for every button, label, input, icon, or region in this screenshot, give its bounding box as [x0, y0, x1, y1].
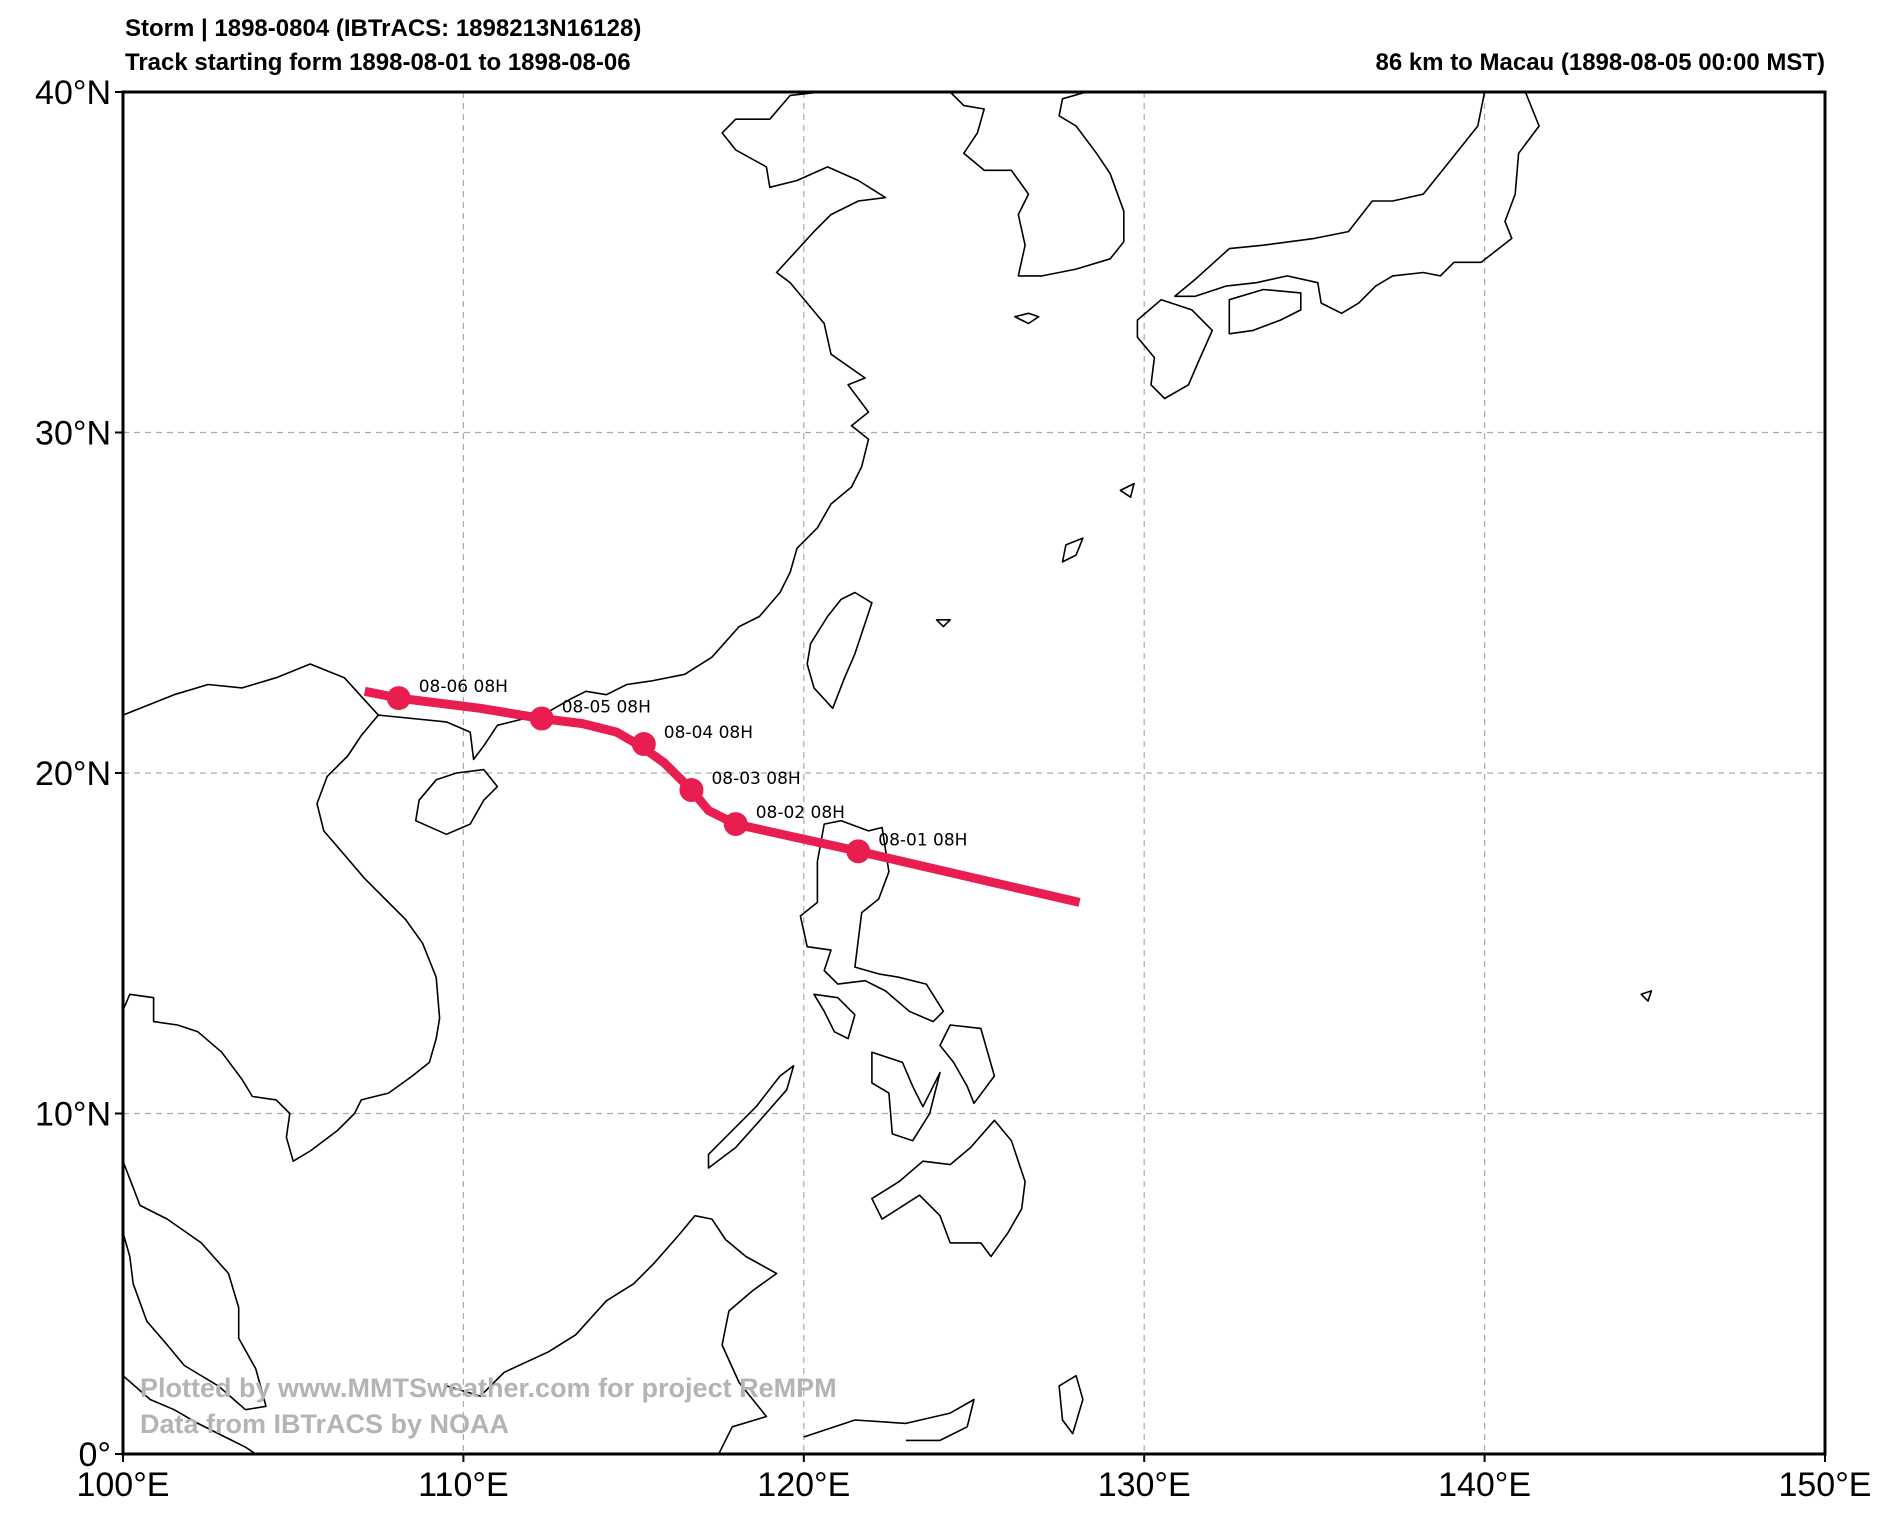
track-point — [631, 732, 656, 757]
y-tick-label: 30°N — [35, 415, 111, 453]
credit-line-1: Plotted by www.MMTSweather.com for proje… — [140, 1373, 837, 1403]
ishigaki-island — [935, 619, 951, 628]
gulf-coast-annam — [123, 714, 441, 1162]
y-tick-label: 20°N — [35, 755, 111, 793]
x-tick-label: 110°E — [418, 1466, 508, 1504]
hainan-island — [414, 768, 499, 836]
track-point — [723, 812, 748, 837]
distance-readout: 86 km to Macau (1898-08-05 00:00 MST) — [1375, 49, 1825, 76]
korea-peninsula — [949, 92, 1125, 277]
track-point — [386, 686, 411, 711]
x-tick-label: 150°E — [1778, 1466, 1871, 1504]
title-line-1: Storm | 1898-0804 (IBTrACS: 1898213N1612… — [125, 15, 641, 42]
track-point — [529, 706, 554, 731]
luzon-island — [799, 819, 945, 1023]
track-point-label: 08-01 08H — [878, 830, 967, 850]
mariana-islands — [1640, 990, 1653, 1002]
gridlines — [123, 92, 1825, 1454]
axis-ticks: 100°E 110°E 120°E 130°E 140°E 150°E 0° 10°N 20°N… — [35, 74, 1871, 1504]
y-tick-label: 10°N — [35, 1096, 111, 1134]
borneo-north-coast — [446, 1214, 778, 1454]
title-line-2: Track starting form 1898-08-01 to 1898-0… — [125, 49, 631, 76]
panay-negros-cebu — [871, 1051, 941, 1142]
track-point-label: 08-04 08H — [664, 723, 753, 743]
storm-track — [363, 686, 1081, 907]
shikoku-island — [1228, 288, 1302, 335]
china-vietnam-coast — [123, 92, 887, 761]
taiwan-island — [806, 591, 873, 710]
sulawesi-north — [803, 1398, 975, 1442]
palawan-island — [707, 1065, 795, 1169]
track-point-label: 08-02 08H — [756, 803, 845, 823]
track-point — [846, 839, 871, 864]
samar-leyte — [939, 1024, 996, 1105]
y-tick-label: 0° — [78, 1436, 111, 1474]
malay-peninsula-west — [123, 1232, 247, 1411]
track-point-label: 08-03 08H — [711, 769, 800, 789]
x-tick-label: 140°E — [1438, 1466, 1531, 1504]
x-tick-label: 100°E — [76, 1466, 169, 1504]
credit-line-2: Data from IBTrACS by NOAA — [140, 1409, 509, 1439]
cheju-island — [1014, 312, 1040, 325]
kyushu-island — [1136, 298, 1214, 400]
track-point-label: 08-05 08H — [562, 698, 651, 718]
sumatra-tip — [123, 1375, 257, 1454]
ryukyu-okinawa — [1061, 537, 1084, 563]
honshu-island — [1174, 92, 1540, 315]
amami-island — [1119, 482, 1135, 498]
mindoro-island — [813, 993, 856, 1040]
mindanao-island — [871, 1119, 1026, 1258]
track-point-label: 08-06 08H — [419, 677, 508, 697]
track-point-labels: 08-01 08H 08-02 08H 08-03 08H 08-04 08H 08-0… — [419, 677, 968, 850]
malay-peninsula-east — [123, 1160, 267, 1411]
coastlines — [123, 92, 1653, 1454]
x-tick-label: 120°E — [757, 1466, 850, 1504]
track-point — [679, 778, 704, 803]
x-tick-label: 130°E — [1098, 1466, 1191, 1504]
y-tick-label: 40°N — [35, 74, 111, 112]
halmahera-island — [1058, 1374, 1084, 1435]
